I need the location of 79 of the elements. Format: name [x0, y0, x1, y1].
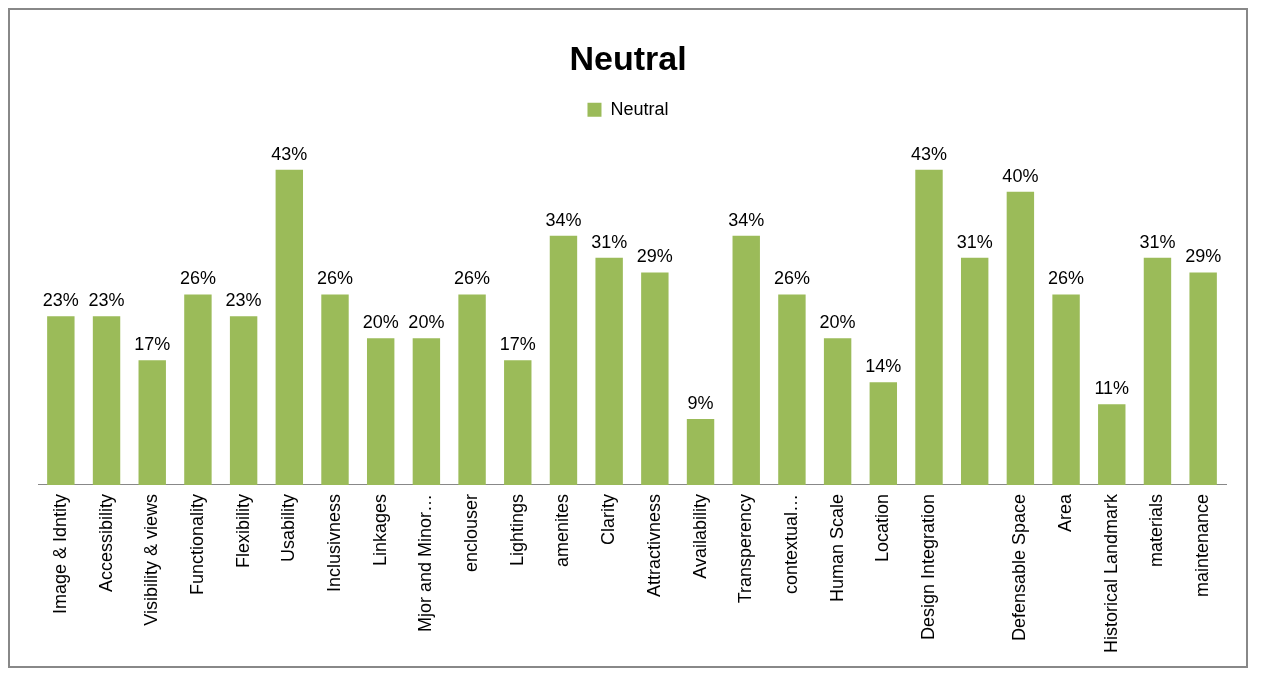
bar	[960, 257, 989, 485]
data-label: 31%	[956, 231, 993, 252]
bar	[1006, 191, 1035, 485]
data-label: 31%	[1139, 231, 1176, 252]
data-label: 20%	[819, 312, 856, 333]
data-label: 26%	[179, 268, 216, 289]
bar	[549, 235, 578, 485]
x-tick-label: Lightings	[506, 493, 527, 567]
bar	[138, 360, 166, 485]
legend-label: Neutral	[610, 98, 669, 119]
x-tick-label: Visibility & views	[141, 493, 162, 626]
data-label: 20%	[362, 312, 399, 333]
data-label: 43%	[910, 143, 948, 164]
x-tick-label: Usability	[278, 493, 299, 562]
bar	[641, 272, 669, 485]
x-tick-label: maintenance	[1192, 493, 1213, 598]
x-tick-label: Clarity	[598, 493, 619, 545]
bar	[686, 418, 715, 485]
bar	[458, 294, 486, 485]
bar	[92, 316, 121, 485]
chart-title: Neutral	[569, 38, 687, 77]
bar	[412, 338, 441, 485]
bar	[229, 316, 258, 485]
bar	[366, 338, 395, 485]
data-label: 31%	[591, 231, 628, 252]
bar	[778, 294, 806, 485]
x-tick-label: materials	[1146, 493, 1167, 567]
data-label: 17%	[134, 334, 171, 355]
x-tick-label: Mjor and Minor…	[415, 493, 436, 632]
data-label: 26%	[454, 268, 491, 289]
x-tick-label: Image & Idntity	[49, 493, 70, 615]
data-label: 14%	[865, 356, 902, 377]
x-tick-label: Inclusivness	[323, 493, 344, 592]
data-label: 43%	[271, 143, 308, 164]
data-label: 26%	[316, 268, 354, 289]
x-tick-label: Location	[872, 493, 893, 563]
bar	[1189, 272, 1217, 485]
data-label: 9%	[687, 392, 714, 413]
bar	[915, 169, 943, 485]
bar	[1098, 404, 1126, 485]
bar	[595, 257, 623, 485]
data-label: 17%	[499, 334, 536, 355]
x-tick-label: contextual…	[780, 493, 801, 595]
x-tick-label: Design Integration	[917, 493, 938, 641]
data-label: 40%	[1002, 165, 1039, 186]
x-tick-label: enclouser	[461, 493, 482, 572]
bar	[321, 294, 349, 485]
x-tick-label: Transperency	[735, 493, 756, 604]
bar	[275, 169, 304, 485]
x-tick-label: Availability	[689, 493, 710, 579]
data-label: 34%	[728, 209, 765, 230]
data-label: 29%	[1185, 246, 1222, 267]
data-label: 26%	[1048, 268, 1085, 289]
bar	[823, 338, 852, 485]
data-label: 34%	[545, 209, 582, 230]
x-tick-label: Accessibility	[95, 493, 116, 592]
bar	[504, 360, 532, 485]
bar	[184, 294, 212, 485]
bar	[47, 316, 75, 485]
x-tick-label: Attractivness	[643, 493, 664, 597]
data-label: 11%	[1094, 378, 1130, 399]
bar	[1052, 294, 1080, 485]
x-tick-label: Functionality	[186, 493, 207, 596]
data-label: 20%	[408, 312, 445, 333]
data-label: 23%	[42, 290, 79, 311]
x-tick-label: Area	[1055, 492, 1076, 532]
data-label: 23%	[225, 290, 262, 311]
data-label: 29%	[636, 246, 673, 267]
data-label: 26%	[773, 268, 810, 289]
bar	[1143, 257, 1172, 485]
x-tick-label: Human Scale	[826, 493, 847, 603]
bar	[869, 382, 898, 485]
x-tick-label: Flexibility	[232, 493, 253, 568]
x-tick-label: Linkages	[369, 493, 390, 567]
data-label: 23%	[88, 290, 125, 311]
x-tick-label: Historical Landmark	[1100, 492, 1121, 654]
bar	[732, 235, 760, 485]
x-tick-label: Defensable Space	[1009, 493, 1030, 642]
x-tick-label: amenites	[552, 493, 573, 567]
